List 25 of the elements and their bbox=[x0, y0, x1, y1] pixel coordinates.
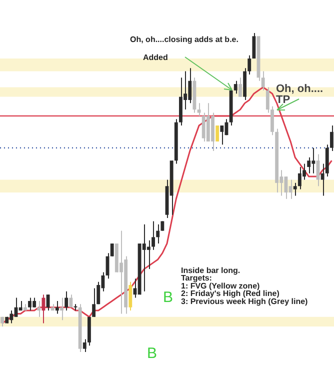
candlestick bbox=[128, 281, 132, 312]
candlestick bbox=[293, 182, 297, 196]
candlestick bbox=[55, 300, 59, 314]
candlestick bbox=[216, 125, 220, 142]
candlestick bbox=[46, 294, 50, 312]
candlestick bbox=[238, 77, 242, 98]
annotation: Oh, oh....closing adds at b.e. bbox=[130, 35, 238, 44]
annotation: B bbox=[147, 345, 158, 362]
annotation: Inside bar long. Targets: 1: FVG (Yellow zone) 2: Friday's High (Red line) 3: Previous week High (Grey line) bbox=[181, 266, 308, 306]
candlestick bbox=[60, 297, 64, 321]
candlestick bbox=[69, 294, 73, 308]
annotation: Added bbox=[143, 53, 168, 62]
candlestick bbox=[92, 288, 96, 318]
candlestick bbox=[330, 125, 334, 152]
candlestick bbox=[307, 156, 311, 174]
candlestick bbox=[220, 125, 224, 146]
candlestick bbox=[64, 290, 68, 312]
annotation: Oh, oh.... TP bbox=[276, 83, 324, 106]
annotation: B bbox=[163, 289, 174, 306]
candlestick bbox=[197, 102, 201, 116]
candlestick bbox=[261, 70, 265, 91]
candlestick bbox=[234, 80, 238, 94]
candlestick bbox=[252, 32, 256, 60]
candlestick bbox=[156, 224, 160, 244]
candlestick bbox=[37, 300, 41, 318]
